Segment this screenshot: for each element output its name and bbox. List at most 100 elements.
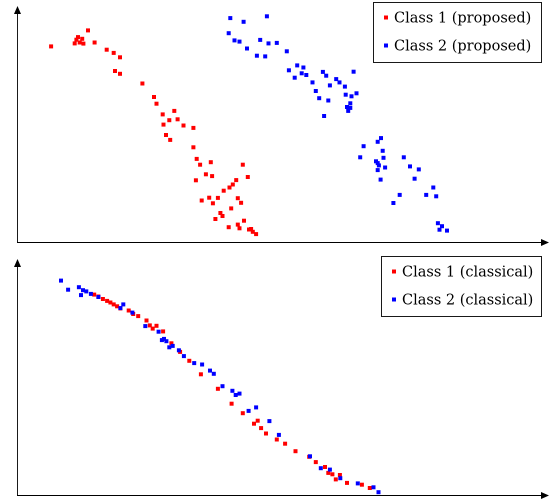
- scatter-point: [104, 47, 109, 52]
- scatter-point: [84, 289, 89, 294]
- scatter-point: [367, 486, 372, 490]
- scatter-point: [167, 118, 172, 123]
- top-legend-label-class1: Class 1 (proposed): [394, 11, 531, 27]
- scatter-point: [286, 68, 291, 73]
- scatter-point: [215, 195, 220, 200]
- scatter-point: [259, 426, 264, 431]
- scatter-point: [228, 16, 233, 21]
- scatter-point: [301, 65, 306, 70]
- scatter-point: [274, 437, 279, 442]
- top-legend-label-class2: Class 2 (proposed): [394, 39, 531, 55]
- scatter-point: [159, 338, 164, 343]
- scatter-point: [147, 323, 152, 328]
- scatter-point: [96, 295, 101, 299]
- scatter-point: [229, 401, 234, 406]
- scatter-point: [342, 84, 347, 89]
- scatter-point: [249, 227, 254, 231]
- scatter-point: [121, 302, 126, 307]
- scatter-point: [416, 167, 421, 172]
- scatter-point: [175, 117, 180, 122]
- scatter-point: [199, 198, 204, 203]
- scatter-point: [80, 36, 85, 41]
- scatter-point: [235, 222, 240, 227]
- scatter-point: [240, 162, 245, 167]
- scatter-point: [140, 81, 145, 86]
- scatter-point: [391, 201, 396, 205]
- scatter-point: [213, 217, 218, 221]
- scatter-point: [338, 476, 343, 481]
- bottom-legend-marker-class1: [392, 269, 396, 274]
- bottom-legend-box: [381, 256, 542, 317]
- scatter-point: [435, 221, 440, 226]
- scatter-point: [233, 393, 238, 397]
- scatter-point: [424, 192, 429, 197]
- scatter-point: [220, 384, 225, 389]
- scatter-point: [299, 71, 304, 76]
- bottom-legend-marker-class2: [392, 297, 396, 302]
- scatter-point: [161, 329, 166, 334]
- series-class1: [49, 28, 259, 237]
- scatter-point: [337, 473, 342, 477]
- bottom-y-axis-arrow-icon: [14, 259, 21, 267]
- scatter-point: [198, 162, 203, 167]
- scatter-point: [194, 156, 199, 161]
- scatter-point: [431, 185, 436, 190]
- scatter-point: [378, 177, 383, 182]
- scatter-point: [375, 161, 380, 166]
- scatter-point: [327, 467, 332, 472]
- bottom-x-axis-arrow-icon: [541, 492, 549, 499]
- scatter-point: [172, 108, 177, 113]
- scatter-point: [434, 194, 439, 199]
- scatter-point: [250, 229, 255, 234]
- scatter-point: [252, 421, 256, 426]
- scatter-point: [118, 306, 123, 311]
- scatter-point: [355, 481, 360, 486]
- scatter-point: [161, 122, 166, 127]
- scatter-point: [226, 225, 231, 230]
- scatter-point: [322, 114, 327, 118]
- scatter-point: [162, 336, 166, 341]
- scatter-point: [136, 314, 141, 319]
- scatter-point: [245, 175, 250, 179]
- scatter-point: [264, 431, 268, 436]
- top-plot-points: [49, 14, 449, 237]
- scatter-point: [239, 200, 244, 205]
- scatter-point: [284, 49, 289, 54]
- scatter-point: [126, 308, 131, 313]
- top-legend: Class 1 (proposed) Class 2 (proposed): [373, 2, 542, 63]
- scatter-point: [266, 41, 271, 46]
- scatter-point: [207, 195, 212, 200]
- scatter-point: [170, 343, 175, 348]
- scatter-point: [169, 341, 174, 346]
- bottom-plot-points: [59, 278, 381, 495]
- scatter-point: [100, 297, 105, 301]
- scatter-point: [359, 482, 364, 487]
- scatter-point: [255, 418, 260, 423]
- scatter-point: [240, 411, 245, 416]
- scatter-point: [318, 466, 323, 471]
- bottom-legend: Class 1 (classical) Class 2 (classical): [381, 256, 542, 317]
- scatter-point: [292, 75, 297, 80]
- series-class2: [59, 278, 381, 495]
- scatter-point: [88, 291, 93, 296]
- scatter-point: [437, 227, 442, 232]
- scatter-point: [440, 224, 444, 229]
- scatter-point: [234, 178, 239, 183]
- scatter-point: [264, 14, 269, 19]
- scatter-point: [345, 480, 349, 485]
- scatter-point: [152, 95, 156, 99]
- scatter-point: [320, 69, 325, 74]
- bottom-legend-label-class1: Class 1 (classical): [402, 265, 533, 281]
- scatter-point: [49, 44, 54, 49]
- scatter-point: [176, 348, 181, 353]
- scatter-point: [237, 391, 242, 396]
- scatter-point: [381, 155, 386, 160]
- scatter-point: [232, 38, 237, 43]
- scatter-point: [371, 485, 376, 490]
- scatter-point: [111, 302, 116, 307]
- scatter-point: [229, 206, 234, 211]
- scatter-point: [445, 228, 449, 233]
- scatter-point: [326, 470, 331, 475]
- scatter-point: [348, 105, 353, 110]
- scatter-point: [346, 108, 351, 113]
